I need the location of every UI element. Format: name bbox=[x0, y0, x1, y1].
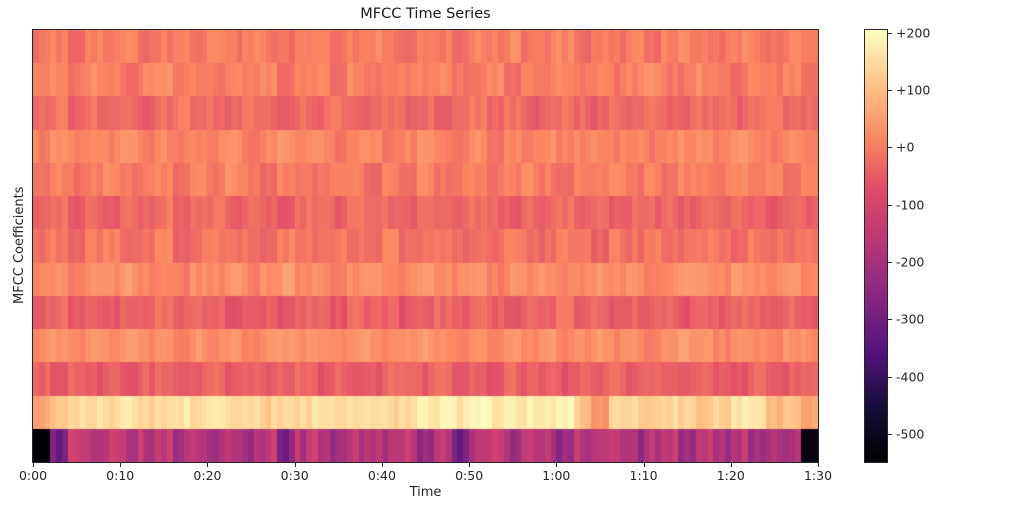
colorbar bbox=[865, 30, 887, 462]
x-tick-label: 1:20 bbox=[716, 468, 745, 483]
colorbar-tick-mark bbox=[888, 147, 892, 149]
x-tick-label: 1:10 bbox=[629, 468, 658, 483]
y-axis-label: MFCC Coefficients bbox=[12, 186, 27, 304]
x-axis-label: Time bbox=[409, 485, 442, 500]
colorbar-tick-mark bbox=[888, 90, 892, 92]
colorbar-tick-label: -100 bbox=[896, 197, 925, 213]
x-tick-mark bbox=[730, 463, 732, 467]
colorbar-tick-mark bbox=[888, 376, 892, 378]
colorbar-tick-label: -200 bbox=[896, 254, 925, 270]
colorbar-tick-mark bbox=[888, 204, 892, 206]
heatmap-plot-area bbox=[33, 30, 818, 462]
x-tick-label: 0:00 bbox=[18, 468, 48, 483]
colorbar-tick-label: +0 bbox=[896, 139, 915, 155]
x-tick-mark bbox=[469, 463, 471, 467]
colorbar-tick-label: -300 bbox=[896, 311, 925, 327]
colorbar-tick-label: +200 bbox=[896, 25, 931, 41]
x-tick-label: 0:30 bbox=[280, 468, 309, 483]
x-tick-mark bbox=[120, 463, 122, 467]
x-tick-label: 0:50 bbox=[455, 468, 484, 483]
colorbar-tick-mark bbox=[888, 319, 892, 321]
colorbar-tick-label: -400 bbox=[896, 369, 925, 385]
colorbar-tick-mark bbox=[888, 262, 892, 264]
colorbar-tick-mark bbox=[888, 32, 892, 34]
chart-title: MFCC Time Series bbox=[360, 6, 491, 22]
x-tick-label: 1:00 bbox=[542, 468, 571, 483]
mfcc-heatmap-image bbox=[33, 30, 818, 462]
x-tick-mark bbox=[818, 463, 819, 467]
x-tick-label: 1:30 bbox=[803, 468, 833, 483]
colorbar-gradient bbox=[865, 30, 887, 462]
colorbar-tick-label: -500 bbox=[896, 426, 925, 442]
x-tick-mark bbox=[33, 463, 34, 467]
x-tick-mark bbox=[643, 463, 645, 467]
x-tick-label: 0:40 bbox=[367, 468, 396, 483]
x-tick-label: 0:20 bbox=[193, 468, 222, 483]
x-tick-mark bbox=[294, 463, 296, 467]
x-tick-mark bbox=[381, 463, 383, 467]
colorbar-tick-label: +100 bbox=[896, 82, 931, 98]
x-tick-mark bbox=[207, 463, 209, 467]
x-tick-mark bbox=[556, 463, 558, 467]
colorbar-tick-mark bbox=[888, 433, 892, 435]
x-tick-label: 0:10 bbox=[106, 468, 135, 483]
